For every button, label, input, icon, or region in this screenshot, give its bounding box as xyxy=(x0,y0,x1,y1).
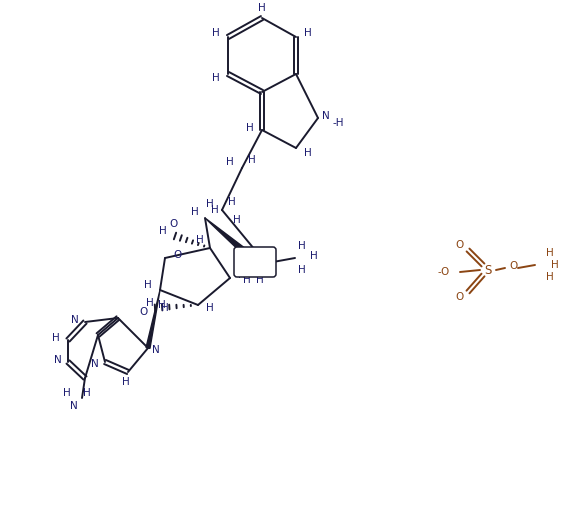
Text: H: H xyxy=(159,226,167,236)
Text: H: H xyxy=(551,260,559,270)
Text: H: H xyxy=(226,157,234,167)
Text: H: H xyxy=(546,248,554,258)
Text: H: H xyxy=(304,148,312,158)
Text: H: H xyxy=(246,123,254,133)
Text: H: H xyxy=(206,303,214,313)
Text: H: H xyxy=(298,265,306,275)
Text: H: H xyxy=(158,300,166,310)
Text: H: H xyxy=(304,28,312,38)
Text: H: H xyxy=(191,207,199,217)
Text: O: O xyxy=(173,250,181,260)
Polygon shape xyxy=(146,290,160,348)
Text: H: H xyxy=(212,73,220,83)
Text: H: H xyxy=(298,241,306,251)
Text: -H: -H xyxy=(332,118,344,128)
Text: O: O xyxy=(169,219,177,229)
Text: H: H xyxy=(248,155,256,165)
Text: N: N xyxy=(152,345,160,355)
Text: N: N xyxy=(71,315,79,325)
Text: -O: -O xyxy=(438,267,450,277)
Text: O: O xyxy=(456,292,464,302)
Text: H: H xyxy=(63,388,71,398)
Text: N: N xyxy=(91,359,99,369)
Text: N: N xyxy=(322,111,330,121)
Text: H: H xyxy=(83,388,91,398)
Text: O: O xyxy=(139,307,147,317)
Text: H: H xyxy=(52,333,60,343)
Text: O: O xyxy=(509,261,517,271)
Text: H: H xyxy=(258,3,266,13)
Text: H: H xyxy=(238,270,246,280)
Polygon shape xyxy=(205,218,247,254)
Text: H: H xyxy=(196,235,204,245)
FancyBboxPatch shape xyxy=(234,247,276,277)
Text: N: N xyxy=(54,355,62,365)
Text: H: H xyxy=(310,251,318,261)
Text: O: O xyxy=(456,240,464,250)
Text: S: S xyxy=(484,264,492,277)
Text: H: H xyxy=(211,205,219,215)
Text: N: N xyxy=(70,401,78,411)
Text: H: H xyxy=(122,377,130,387)
Text: H: H xyxy=(144,280,152,290)
Text: H: H xyxy=(161,303,169,313)
Text: H: H xyxy=(243,275,251,285)
Text: H: H xyxy=(146,298,154,308)
Text: H: H xyxy=(546,272,554,282)
Text: H: H xyxy=(228,197,236,207)
Text: H: H xyxy=(233,215,241,225)
Text: H: H xyxy=(206,199,214,209)
Text: As+: As+ xyxy=(245,257,265,267)
Text: H: H xyxy=(256,275,264,285)
Text: H: H xyxy=(212,28,220,38)
